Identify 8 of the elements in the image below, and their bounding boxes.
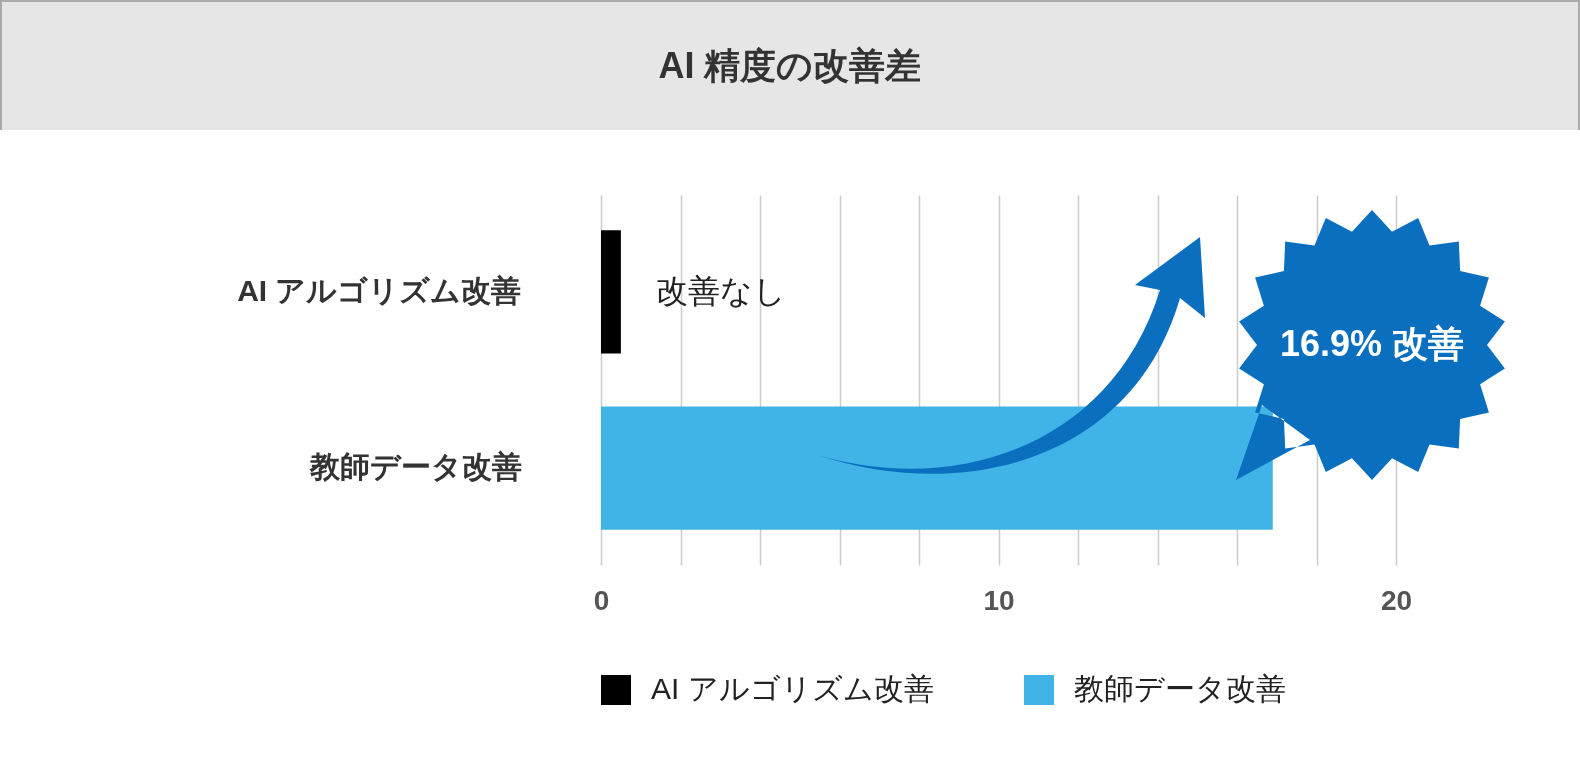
legend-label: AI アルゴリズム改善 <box>651 672 934 705</box>
chart-title: AI 精度の改善差 <box>2 2 1578 130</box>
annotation: 改善なし <box>655 272 786 309</box>
x-tick-label: 20 <box>1380 584 1413 616</box>
x-tick-label: 0 <box>593 584 610 616</box>
x-tick-label: 10 <box>983 584 1015 616</box>
annotation: 16.9% 改善 <box>1278 322 1466 366</box>
legend-label: 教師データ改善 <box>1074 672 1286 705</box>
